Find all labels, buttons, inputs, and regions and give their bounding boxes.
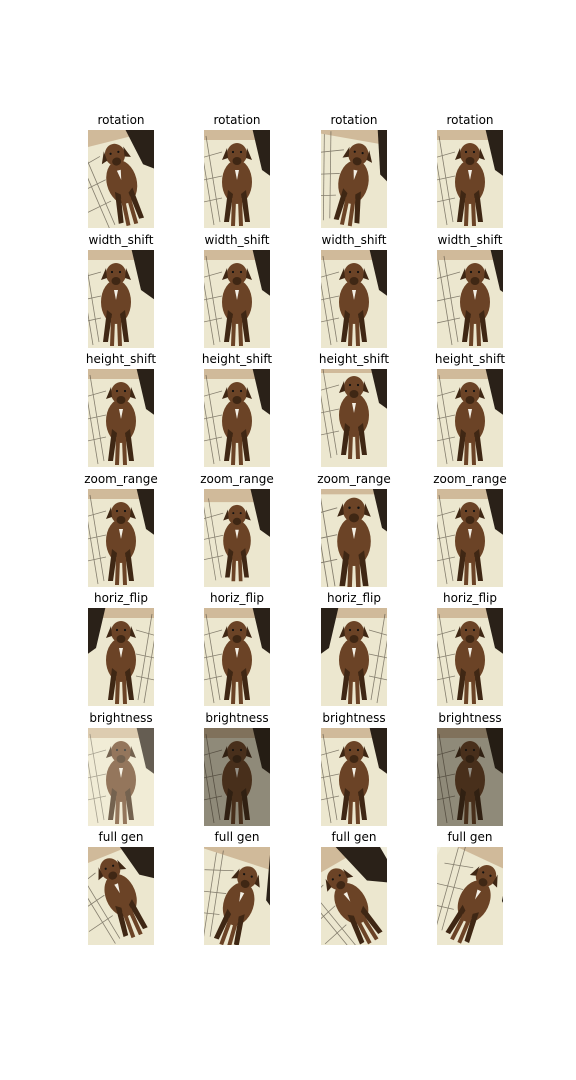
dog-photo-thumbnail xyxy=(204,249,270,348)
panel-title: brightness xyxy=(89,710,153,725)
dog-photo-thumbnail xyxy=(204,130,270,228)
panel-title: height_shift xyxy=(318,352,390,366)
panel-title: height_shift xyxy=(85,352,157,366)
panel-title: brightness xyxy=(438,710,502,725)
dog-photo-thumbnail xyxy=(88,369,154,467)
dog-photo-thumbnail xyxy=(204,847,270,945)
panel-title: rotation xyxy=(330,113,378,127)
panel-title: width_shift xyxy=(88,232,154,247)
panel-title: full gen xyxy=(331,830,377,844)
panel-title: width_shift xyxy=(204,232,270,247)
panel-title: height_shift xyxy=(201,352,273,366)
dog-photo-thumbnail xyxy=(204,488,270,587)
dog-photo-thumbnail xyxy=(321,727,387,826)
dog-photo-thumbnail xyxy=(321,249,387,348)
dog-photo-thumbnail xyxy=(88,488,154,587)
dog-photo-thumbnail xyxy=(437,130,503,228)
dog-photo-thumbnail xyxy=(437,847,503,945)
dog-photo-thumbnail xyxy=(321,847,387,945)
panel-title: zoom_range xyxy=(84,471,158,486)
dog-photo-thumbnail xyxy=(204,727,270,826)
dog-photo-thumbnail xyxy=(437,369,503,467)
panel-title: zoom_range xyxy=(200,471,274,486)
panel-title: horiz_flip xyxy=(326,591,382,605)
panel-title: zoom_range xyxy=(317,471,391,486)
dog-photo-thumbnail xyxy=(321,130,387,228)
panel-title: full gen xyxy=(214,830,260,844)
dog-photo-thumbnail xyxy=(88,130,154,228)
panel-title: horiz_flip xyxy=(209,591,265,605)
dog-photo-thumbnail xyxy=(88,608,154,706)
dog-photo-thumbnail xyxy=(88,727,154,826)
dog-photo-thumbnail xyxy=(321,369,387,467)
panel-title: rotation xyxy=(446,113,494,127)
panel-title: full gen xyxy=(98,830,144,844)
dog-photo-thumbnail xyxy=(88,249,154,348)
dog-photo-thumbnail xyxy=(437,488,503,587)
dog-photo-thumbnail xyxy=(204,369,270,467)
panel-title: width_shift xyxy=(437,232,503,247)
panel-title: zoom_range xyxy=(433,471,507,486)
panel-title: horiz_flip xyxy=(442,591,498,605)
panel-title: brightness xyxy=(322,710,386,725)
dog-photo-thumbnail xyxy=(437,249,503,348)
dog-photo-thumbnail xyxy=(321,608,387,706)
panel-title: rotation xyxy=(213,113,261,127)
dog-photo-thumbnail xyxy=(204,608,270,706)
panel-title: brightness xyxy=(205,710,269,725)
panel-title: full gen xyxy=(447,830,493,844)
dog-photo-thumbnail xyxy=(437,608,503,706)
panel-title: horiz_flip xyxy=(93,591,149,605)
panel-title: height_shift xyxy=(434,352,506,366)
dog-photo-thumbnail xyxy=(88,847,154,945)
panel-title: width_shift xyxy=(321,232,387,247)
dog-photo-thumbnail xyxy=(437,727,503,826)
dog-photo-thumbnail xyxy=(321,488,387,587)
panel-title: rotation xyxy=(97,113,145,127)
